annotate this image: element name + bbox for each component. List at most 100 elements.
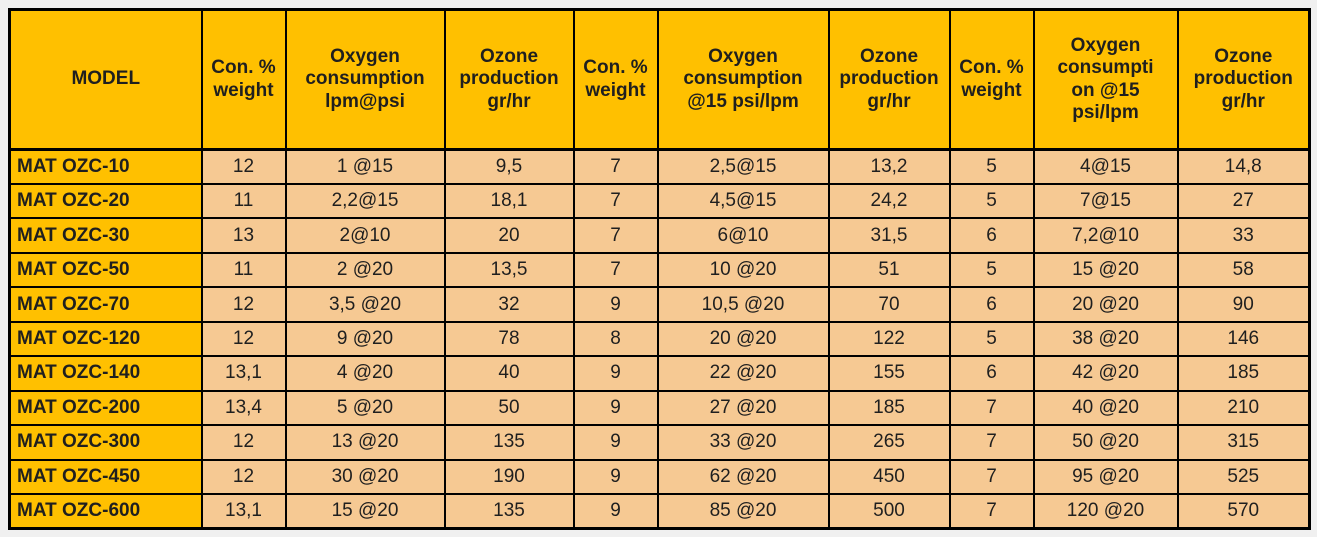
value-cell: 13 [200,217,287,254]
value-cell: 15 @20 [1032,251,1179,289]
model-cell: MAT OZC-300 [8,424,203,461]
value-cell: 13,5 [443,251,575,289]
value-cell: 6 [948,217,1035,254]
value-cell: 155 [827,355,951,392]
value-cell: 12 [200,424,287,461]
table-row: MAT OZC-600 13,1 15 @20 135 9 85 @20 500 7 120 @… [8,493,1311,530]
value-cell: 7 [572,251,659,289]
model-cell: MAT OZC-10 [8,148,203,185]
header-oxygen-consumption-3: Oxygen consumpti on @15 psi/lpm [1032,8,1179,151]
value-cell: 9 [572,355,659,392]
model-cell: MAT OZC-70 [8,286,203,323]
value-cell: 14,8 [1176,148,1311,185]
value-cell: 85 @20 [656,493,830,530]
value-cell: 3,5 @20 [284,286,446,323]
value-cell: 7 [948,493,1035,530]
value-cell: 9 [572,458,659,496]
value-cell: 450 [827,458,951,496]
table-row: MAT OZC-10 12 1 @15 9,5 7 2,5@15 13,2 5 4@15 14,8 [8,148,1311,185]
value-cell: 13,2 [827,148,951,185]
value-cell: 12 [200,458,287,496]
header-ozone-production-3: Ozone production gr/hr [1176,8,1311,151]
value-cell: 210 [1176,389,1311,427]
value-cell: 7 [948,389,1035,427]
value-cell: 15 @20 [284,493,446,530]
model-cell: MAT OZC-20 [8,182,203,220]
value-cell: 146 [1176,320,1311,358]
value-cell: 13 @20 [284,424,446,461]
value-cell: 7@15 [1032,182,1179,220]
model-cell: MAT OZC-50 [8,251,203,289]
value-cell: 4,5@15 [656,182,830,220]
table-row: MAT OZC-200 13,4 5 @20 50 9 27 @20 185 7 40 @20 2… [8,389,1311,427]
header-con-weight-3: Con. % weight [948,8,1035,151]
header-model: MODEL [8,8,203,151]
value-cell: 27 [1176,182,1311,220]
value-cell: 12 [200,320,287,358]
value-cell: 62 @20 [656,458,830,496]
value-cell: 5 [948,182,1035,220]
table-row: MAT OZC-50 11 2 @20 13,5 7 10 @20 51 5 15 @20 58 [8,251,1311,289]
table-body: MAT OZC-10 12 1 @15 9,5 7 2,5@15 13,2 5 4@15 14,8… [8,148,1311,530]
value-cell: 7 [572,148,659,185]
value-cell: 27 @20 [656,389,830,427]
value-cell: 190 [443,458,575,496]
value-cell: 58 [1176,251,1311,289]
header-con-weight-2: Con. % weight [572,8,659,151]
value-cell: 51 [827,251,951,289]
value-cell: 6@10 [656,217,830,254]
value-cell: 90 [1176,286,1311,323]
value-cell: 20 [443,217,575,254]
value-cell: 500 [827,493,951,530]
value-cell: 5 @20 [284,389,446,427]
value-cell: 4@15 [1032,148,1179,185]
value-cell: 2,2@15 [284,182,446,220]
value-cell: 265 [827,424,951,461]
model-cell: MAT OZC-140 [8,355,203,392]
value-cell: 7 [948,458,1035,496]
value-cell: 135 [443,424,575,461]
value-cell: 4 @20 [284,355,446,392]
table-row: MAT OZC-140 13,1 4 @20 40 9 22 @20 155 6 42 @20 1… [8,355,1311,392]
value-cell: 40 @20 [1032,389,1179,427]
value-cell: 24,2 [827,182,951,220]
value-cell: 120 @20 [1032,493,1179,530]
value-cell: 11 [200,182,287,220]
value-cell: 8 [572,320,659,358]
header-con-weight-1: Con. % weight [200,8,287,151]
header-oxygen-consumption-1: Oxygen consumption lpm@psi [284,8,446,151]
value-cell: 22 @20 [656,355,830,392]
table-row: MAT OZC-450 12 30 @20 190 9 62 @20 450 7 95 @20 5… [8,458,1311,496]
value-cell: 42 @20 [1032,355,1179,392]
header-ozone-production-1: Ozone production gr/hr [443,8,575,151]
table-row: MAT OZC-30 13 2@10 20 7 6@10 31,5 6 7,2@10 33 [8,217,1311,254]
value-cell: 9 @20 [284,320,446,358]
value-cell: 1 @15 [284,148,446,185]
value-cell: 33 @20 [656,424,830,461]
value-cell: 9,5 [443,148,575,185]
model-cell: MAT OZC-200 [8,389,203,427]
value-cell: 12 [200,286,287,323]
value-cell: 38 @20 [1032,320,1179,358]
value-cell: 13,1 [200,355,287,392]
value-cell: 78 [443,320,575,358]
value-cell: 7 [572,182,659,220]
value-cell: 570 [1176,493,1311,530]
model-cell: MAT OZC-450 [8,458,203,496]
header-ozone-production-2: Ozone production gr/hr [827,8,951,151]
value-cell: 40 [443,355,575,392]
value-cell: 32 [443,286,575,323]
value-cell: 33 [1176,217,1311,254]
value-cell: 12 [200,148,287,185]
value-cell: 5 [948,320,1035,358]
value-cell: 6 [948,286,1035,323]
value-cell: 122 [827,320,951,358]
value-cell: 13,4 [200,389,287,427]
model-cell: MAT OZC-600 [8,493,203,530]
value-cell: 50 [443,389,575,427]
value-cell: 50 @20 [1032,424,1179,461]
value-cell: 7,2@10 [1032,217,1179,254]
value-cell: 9 [572,493,659,530]
table-header: MODEL Con. % weight Oxygen consumption l… [8,8,1311,151]
value-cell: 70 [827,286,951,323]
